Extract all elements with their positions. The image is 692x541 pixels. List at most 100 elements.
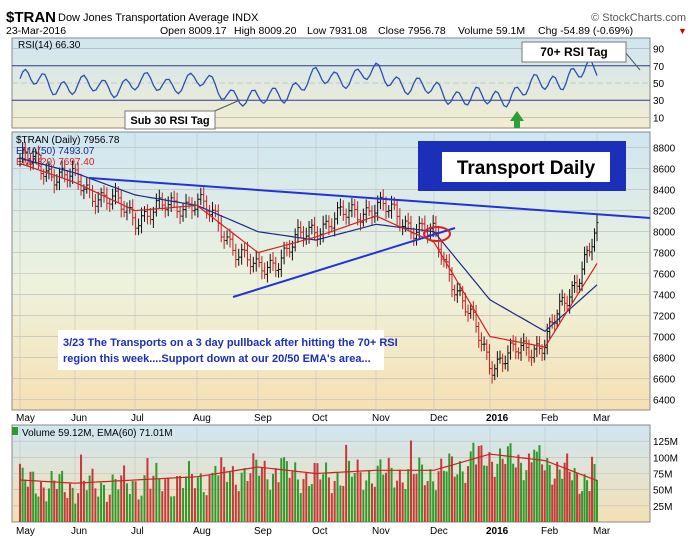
- volume-tick-label: 125M: [653, 437, 678, 448]
- volume-bar: [190, 473, 193, 522]
- volume-bar: [426, 481, 429, 522]
- volume-bar: [97, 496, 100, 522]
- volume-bar: [294, 462, 297, 522]
- x-tick-label: Oct: [312, 413, 328, 424]
- date-label: 23-Mar-2016: [6, 25, 66, 37]
- index-name: Dow Jones Transportation Average INDX: [58, 12, 259, 24]
- volume-bar: [342, 485, 345, 522]
- price-tick-label: 6400: [653, 396, 676, 407]
- volume-bar: [506, 446, 509, 522]
- volume-bar: [182, 487, 185, 522]
- volume-bar: [348, 460, 351, 522]
- price-tick-label: 8200: [653, 207, 676, 218]
- x-tick-label: Sep: [254, 526, 272, 537]
- volume-bar: [593, 463, 596, 522]
- volume-bar: [398, 469, 401, 522]
- volume-bar: [525, 470, 528, 522]
- credit-label: © StockCharts.com: [591, 12, 686, 24]
- volume-bar: [568, 471, 571, 522]
- volume-bar: [296, 479, 299, 522]
- volume-bar: [111, 474, 114, 522]
- price-tick-label: 8600: [653, 165, 676, 176]
- volume-bar: [255, 459, 258, 522]
- volume-bar: [434, 490, 437, 522]
- volume-bar: [345, 444, 348, 522]
- volume-bar: [368, 470, 371, 522]
- volume-bar: [538, 445, 541, 522]
- volume-bar: [123, 465, 126, 522]
- volume-bar: [530, 462, 533, 522]
- resistance-trendline: [89, 177, 651, 219]
- volume-bar: [108, 494, 111, 522]
- chg-down-icon: ▼: [678, 26, 687, 36]
- volume-bar: [211, 472, 214, 522]
- volume-bar: [88, 475, 91, 522]
- x-tick-label: 2016: [486, 526, 509, 537]
- price-legend: $TRAN (Daily) 7956.78: [16, 135, 120, 146]
- rsi-tick-label: 70: [653, 62, 665, 73]
- volume-bar: [556, 461, 559, 522]
- volume-bar: [266, 479, 269, 522]
- volume-bar: [299, 493, 302, 522]
- volume-bar: [477, 445, 480, 522]
- x-tick-label: Oct: [312, 526, 328, 537]
- volume-bar: [202, 492, 205, 522]
- volume-bar: [24, 479, 27, 522]
- volume-bar: [85, 490, 88, 522]
- volume-bar: [173, 496, 176, 522]
- volume-legend: Volume 59.12M, EMA(60) 71.01M: [22, 428, 173, 439]
- volume-bar: [566, 453, 569, 522]
- volume-legend-swatch: [12, 427, 18, 435]
- x-tick-label: Nov: [372, 413, 390, 424]
- volume-tick-label: 25M: [653, 502, 672, 513]
- volume-bar: [535, 451, 538, 522]
- volume-bar: [149, 488, 152, 522]
- volume-bar: [407, 469, 410, 522]
- volume-bar: [563, 462, 566, 522]
- volume-bar: [501, 458, 504, 522]
- x-tick-label: 2016: [486, 413, 509, 424]
- rsi-legend: RSI(14) 66.30: [18, 40, 81, 51]
- low-label: Low 7931.08: [307, 25, 367, 37]
- volume-bar: [152, 475, 155, 522]
- support-trendline: [232, 227, 456, 298]
- volume-bar: [483, 465, 486, 522]
- volume-bar: [527, 453, 530, 522]
- volume-bar: [418, 457, 421, 522]
- volume-bar: [179, 475, 182, 522]
- open-label: Open 8009.17: [160, 25, 227, 37]
- volume-bar: [263, 460, 266, 522]
- volume-bar: [325, 462, 328, 522]
- volume-bar: [356, 459, 359, 522]
- volume-bar: [146, 457, 149, 522]
- x-tick-label: Mar: [593, 413, 611, 424]
- volume-bar: [42, 487, 45, 522]
- price-tick-label: 8800: [653, 144, 676, 155]
- volume-tick-label: 100M: [653, 453, 678, 464]
- volume-bar: [128, 493, 131, 522]
- volume-bar: [305, 471, 308, 522]
- volume-bar: [240, 472, 243, 522]
- volume-bar: [185, 476, 188, 522]
- volume-bar: [517, 454, 520, 522]
- volume-bar: [252, 453, 255, 522]
- price-tick-label: 7600: [653, 270, 676, 281]
- volume-bar: [82, 480, 85, 522]
- x-axis-middle: May Jun Jul Aug Sep Oct Nov Dec 2016 Feb Mar: [16, 413, 611, 424]
- volume-bar: [591, 456, 594, 522]
- volume-bar: [379, 459, 382, 522]
- volume-bar: [339, 485, 342, 522]
- chg-label: Chg -54.89 (-0.69%): [538, 25, 633, 37]
- volume-bar: [288, 477, 291, 522]
- volume-bar: [58, 474, 61, 522]
- volume-bar: [71, 487, 74, 522]
- volume-bar: [475, 464, 478, 522]
- volume-bar: [491, 461, 494, 522]
- x-tick-label: Dec: [430, 526, 448, 537]
- volume-bar: [66, 498, 69, 522]
- x-tick-label: Aug: [193, 413, 211, 424]
- volume-bar: [578, 493, 581, 522]
- volume-bar: [350, 476, 353, 522]
- volume-bar: [561, 478, 564, 522]
- volume-bar: [571, 480, 574, 522]
